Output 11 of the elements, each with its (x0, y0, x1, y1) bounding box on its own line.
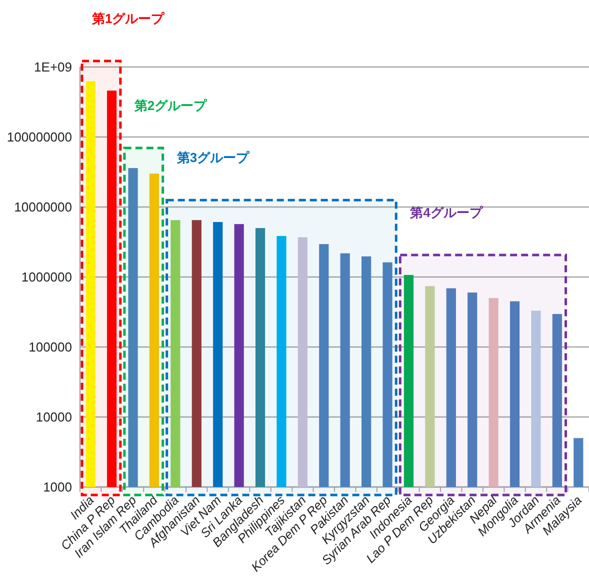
band-label: 第3グループ (176, 150, 250, 166)
y-tick-label: 10000 (36, 410, 72, 424)
band-label: 第1グループ (91, 11, 166, 26)
y-tick-label: 1E+09 (34, 60, 72, 74)
y-tick-label: 1000 (43, 480, 72, 494)
y-tick-label: 1000000 (21, 270, 72, 284)
y-tick-label: 10000000 (14, 200, 72, 214)
band-label: 第4グループ (409, 204, 484, 220)
y-tick-label: 100000000 (6, 130, 72, 144)
band-label: 第2グループ (133, 98, 208, 114)
y-tick-label: 100000 (28, 340, 72, 354)
